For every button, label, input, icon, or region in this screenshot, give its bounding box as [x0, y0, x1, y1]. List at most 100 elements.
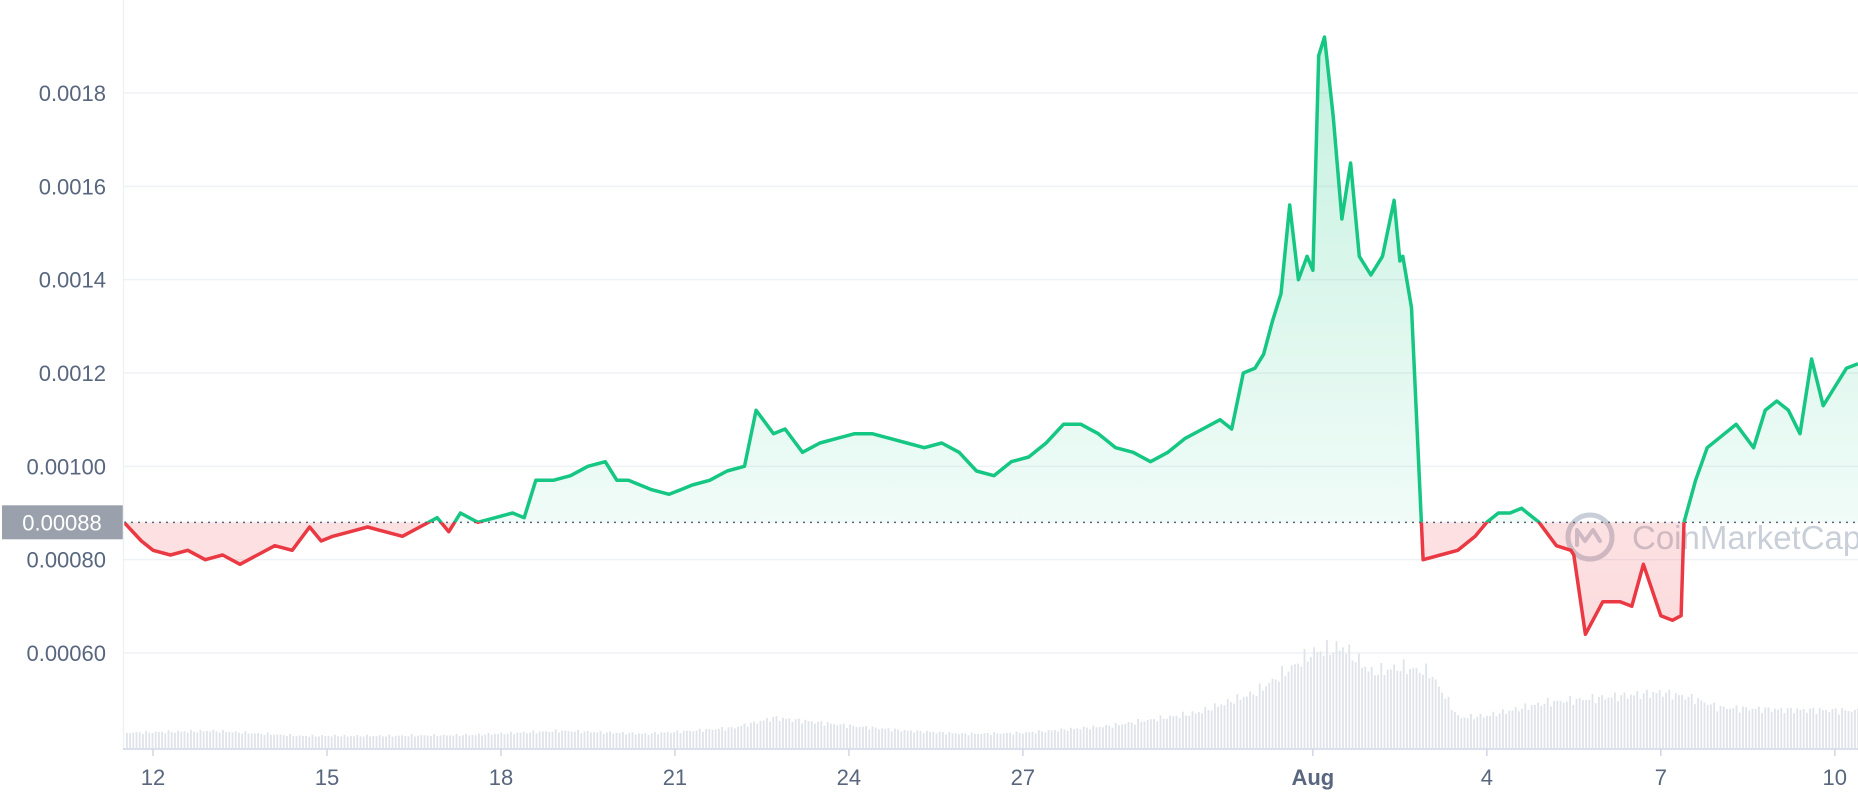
volume-bar [1425, 663, 1427, 748]
volume-bar [1089, 729, 1091, 748]
y-tick-label: 0.00080 [26, 548, 106, 573]
volume-bar [1066, 730, 1069, 748]
volume-bar [462, 735, 464, 748]
volume-bar [212, 729, 215, 748]
volume-bar [1150, 719, 1152, 748]
volume-bar [974, 733, 976, 748]
volume-bar [1262, 690, 1264, 748]
volume-bar [446, 735, 448, 748]
volume-bar [1258, 683, 1261, 748]
volume-bar [1306, 661, 1309, 748]
volume-bar [135, 732, 138, 748]
volume-bar [782, 717, 784, 748]
volume-bar [654, 732, 656, 748]
volume-bar [826, 722, 829, 748]
volume-bar [1524, 703, 1527, 748]
volume-bar [721, 727, 723, 748]
volume-bar [692, 731, 695, 748]
area-above-baseline [428, 37, 1858, 523]
volume-bar [1265, 686, 1267, 748]
volume-bar [938, 731, 941, 748]
volume-bar [612, 733, 615, 748]
volume-bar [1006, 732, 1008, 748]
volume-bar [1790, 707, 1792, 748]
volume-bar [836, 725, 839, 748]
volume-bar [1780, 708, 1783, 748]
volume-bar [1562, 702, 1565, 748]
volume-bar [743, 723, 746, 748]
volume-bar [1326, 640, 1328, 748]
volume-bar [1572, 704, 1575, 748]
volume-bar [484, 734, 487, 748]
volume-bar [1204, 706, 1207, 748]
volume-bar [881, 728, 883, 748]
volume-bar [545, 731, 547, 748]
volume-bar [1633, 695, 1635, 748]
volume-bar [270, 734, 272, 748]
volume-bar [1828, 712, 1831, 748]
volume-bar [1002, 733, 1005, 748]
volume-bar [190, 729, 192, 748]
volume-bar [340, 736, 343, 748]
volume-bar [414, 736, 416, 748]
volume-bar [1361, 667, 1363, 748]
volume-bar [766, 718, 768, 748]
volume-bar [1166, 718, 1168, 748]
volume-bar [1271, 678, 1274, 748]
volume-bar [660, 732, 663, 748]
volume-bar [1825, 710, 1827, 748]
volume-bar [1236, 694, 1239, 748]
volume-bar [334, 734, 336, 748]
volume-bar [625, 734, 627, 748]
volume-bar [394, 735, 397, 748]
volume-bar [1639, 699, 1642, 748]
volume-bar [756, 723, 759, 748]
volume-bar [138, 732, 141, 748]
volume-bar [1822, 710, 1824, 748]
volume-bar [1668, 689, 1671, 748]
volume-bar [1198, 712, 1200, 748]
volume-bar [935, 733, 938, 748]
y-axis: 0.00060 0.00080 0.00100 0.0012 0.0014 0.0016 0… [26, 81, 106, 666]
volume-bar [1799, 710, 1802, 748]
volume-bar [1444, 698, 1447, 748]
volume-bar [970, 732, 973, 748]
volume-bar [298, 735, 301, 748]
volume-bar [958, 734, 960, 748]
volume-bar [1674, 693, 1677, 748]
volume-bar [1831, 709, 1834, 748]
volume-bar [497, 734, 499, 748]
volume-bar [442, 734, 445, 748]
volume-bar [1274, 679, 1277, 748]
volume-bar [1745, 707, 1747, 748]
volume-bar [855, 727, 858, 748]
volume-bar [292, 736, 295, 748]
volume-bar [1290, 665, 1293, 748]
volume-bar [666, 732, 669, 748]
volume-bar [1098, 726, 1101, 748]
volume-bar [222, 730, 224, 748]
volume-bar [1687, 696, 1690, 748]
volume-bar [1364, 666, 1367, 748]
volume-bar [215, 731, 218, 748]
volume-bar [647, 734, 650, 748]
volume-bar [913, 732, 915, 748]
volume-bar [494, 733, 496, 748]
volume-bar [1054, 730, 1056, 748]
volume-bar [324, 736, 327, 748]
volume-bar [196, 732, 199, 748]
volume-bar [266, 732, 269, 748]
volume-bar [1454, 712, 1456, 748]
volume-bar [1073, 729, 1075, 748]
volume-bar [810, 721, 813, 748]
volume-bar [897, 729, 899, 748]
volume-bar [305, 735, 307, 748]
volume-bar [522, 731, 525, 748]
volume-bar [1457, 715, 1459, 748]
volume-bar [833, 724, 835, 748]
volume-bar [1022, 733, 1024, 748]
volume-bar [593, 732, 595, 748]
volume-bar [1406, 674, 1408, 748]
volume-bar [1540, 705, 1543, 748]
volume-bar [353, 736, 355, 748]
